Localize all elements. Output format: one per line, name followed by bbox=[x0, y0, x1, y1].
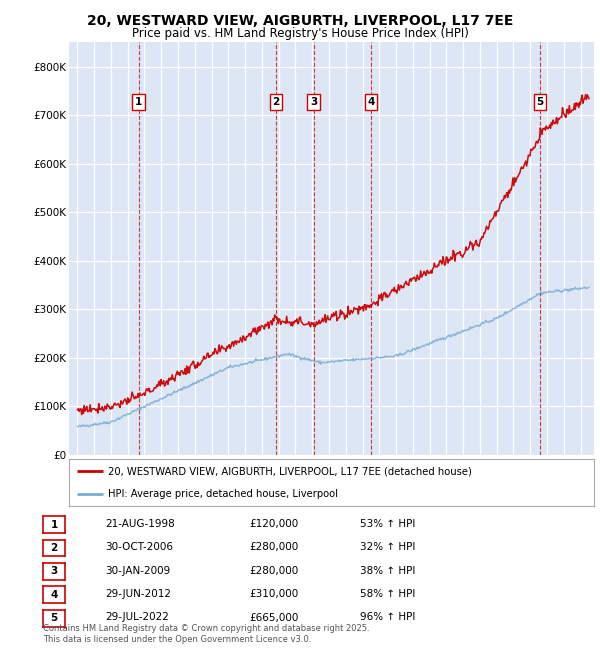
Text: 21-AUG-1998: 21-AUG-1998 bbox=[105, 519, 175, 529]
Text: £280,000: £280,000 bbox=[249, 542, 298, 552]
Text: 4: 4 bbox=[367, 97, 374, 107]
Text: 1: 1 bbox=[50, 519, 58, 530]
Text: 30-JAN-2009: 30-JAN-2009 bbox=[105, 566, 170, 576]
Text: 29-JUN-2012: 29-JUN-2012 bbox=[105, 589, 171, 599]
Text: This data is licensed under the Open Government Licence v3.0.: This data is licensed under the Open Gov… bbox=[43, 634, 311, 644]
Text: 5: 5 bbox=[536, 97, 544, 107]
Text: 30-OCT-2006: 30-OCT-2006 bbox=[105, 542, 173, 552]
Text: 38% ↑ HPI: 38% ↑ HPI bbox=[360, 566, 415, 576]
Text: 5: 5 bbox=[50, 613, 58, 623]
Text: HPI: Average price, detached house, Liverpool: HPI: Average price, detached house, Live… bbox=[109, 489, 338, 499]
Text: 2: 2 bbox=[272, 97, 280, 107]
Text: 20, WESTWARD VIEW, AIGBURTH, LIVERPOOL, L17 7EE (detached house): 20, WESTWARD VIEW, AIGBURTH, LIVERPOOL, … bbox=[109, 466, 472, 476]
Text: 53% ↑ HPI: 53% ↑ HPI bbox=[360, 519, 415, 529]
Text: 20, WESTWARD VIEW, AIGBURTH, LIVERPOOL, L17 7EE: 20, WESTWARD VIEW, AIGBURTH, LIVERPOOL, … bbox=[87, 14, 513, 29]
Text: 96% ↑ HPI: 96% ↑ HPI bbox=[360, 612, 415, 623]
Text: 3: 3 bbox=[310, 97, 317, 107]
Text: £665,000: £665,000 bbox=[249, 612, 298, 623]
Text: Contains HM Land Registry data © Crown copyright and database right 2025.: Contains HM Land Registry data © Crown c… bbox=[43, 624, 370, 633]
Text: £310,000: £310,000 bbox=[249, 589, 298, 599]
Text: 32% ↑ HPI: 32% ↑ HPI bbox=[360, 542, 415, 552]
Text: 3: 3 bbox=[50, 566, 58, 577]
Text: £120,000: £120,000 bbox=[249, 519, 298, 529]
Text: 4: 4 bbox=[50, 590, 58, 600]
Text: £280,000: £280,000 bbox=[249, 566, 298, 576]
Text: 1: 1 bbox=[135, 97, 142, 107]
Text: 58% ↑ HPI: 58% ↑ HPI bbox=[360, 589, 415, 599]
Text: 2: 2 bbox=[50, 543, 58, 553]
Text: Price paid vs. HM Land Registry's House Price Index (HPI): Price paid vs. HM Land Registry's House … bbox=[131, 27, 469, 40]
Text: 29-JUL-2022: 29-JUL-2022 bbox=[105, 612, 169, 623]
